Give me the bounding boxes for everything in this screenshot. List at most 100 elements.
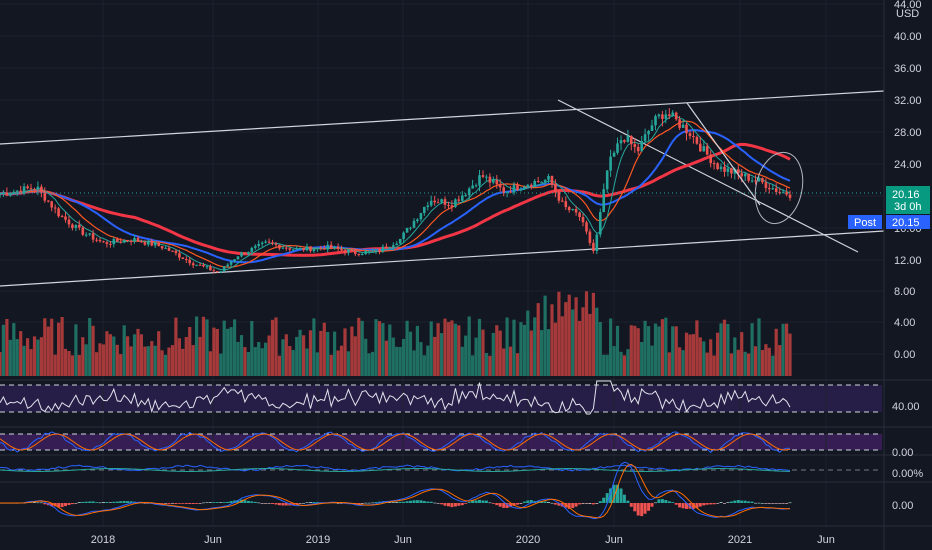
- macd-hist-bar-161: [553, 503, 557, 505]
- macd-hist-bar-80: [274, 503, 278, 505]
- volume-bar-187: [643, 320, 647, 376]
- macd-hist-bar-139: [478, 499, 481, 503]
- candle-body-207: [712, 163, 716, 165]
- candle-body-24: [81, 227, 85, 235]
- macd-hist-bar-12: [39, 502, 43, 504]
- candle-body-190: [654, 116, 657, 126]
- macd-hist-bar-72: [246, 500, 250, 503]
- candle-body-184: [633, 144, 637, 147]
- macd-hist-bar-82: [281, 503, 285, 506]
- candle-body-117: [402, 232, 405, 239]
- macd-hist-bar-122: [419, 500, 423, 503]
- macd-hist-bar-153: [526, 500, 530, 503]
- volume-bar-24: [81, 337, 85, 376]
- time-axis[interactable]: 2018 Jun 2019 Jun 2020 Jun 2021 Jun: [91, 534, 835, 546]
- volume-bar-215: [740, 332, 744, 376]
- candle-body-48: [164, 247, 167, 249]
- candle-body-164: [564, 201, 568, 208]
- volume-bar-101: [346, 351, 350, 376]
- candle-body-100: [343, 250, 347, 253]
- candle-body-73: [250, 247, 254, 252]
- candle-body-188: [647, 131, 650, 135]
- candle-body-57: [195, 264, 198, 266]
- macd-hist-bar-48: [164, 503, 168, 504]
- candle-body-129: [443, 199, 447, 205]
- candle-body-157: [540, 181, 543, 183]
- candle-body-88: [302, 248, 305, 251]
- candle-body-175: [602, 189, 605, 213]
- macd-hist-bar-56: [191, 503, 195, 504]
- volume-bar-97: [333, 331, 337, 376]
- time-tick-4: 2020: [516, 534, 540, 546]
- volume-bar-210: [722, 319, 727, 376]
- volume-bar-181: [622, 355, 626, 376]
- volume-bar-42: [143, 346, 147, 376]
- candle-body-228: [785, 192, 788, 195]
- candle-body-169: [581, 217, 585, 223]
- macd-hist-bar-206: [709, 503, 713, 505]
- macd-hist-bar-218: [750, 501, 754, 503]
- macd-hist-bar-149: [512, 503, 516, 506]
- trend-channel: [0, 90, 885, 287]
- candle-body-171: [588, 231, 592, 243]
- candlesticks: [0, 108, 792, 274]
- volume-bar-17: [57, 322, 61, 376]
- candle-body-108: [371, 250, 374, 252]
- candle-body-151: [519, 189, 523, 191]
- volume-bar-130: [446, 322, 451, 376]
- macd-hist-bar-118: [405, 501, 409, 503]
- macd-hist-bar-107: [367, 502, 371, 504]
- volume-bar-82: [281, 339, 285, 376]
- volume-bar-65: [222, 320, 226, 376]
- volume-bar-4: [12, 323, 16, 376]
- macd-hist-bar-25: [84, 501, 88, 503]
- macd-hist-bar-18: [60, 503, 64, 508]
- candle-body-84: [288, 248, 292, 250]
- candle-body-150: [516, 184, 519, 191]
- macd-hist-bar-135: [464, 503, 468, 504]
- volume-bar-134: [460, 346, 464, 376]
- macd-hist-bar-213: [733, 500, 737, 503]
- volume-bar-202: [695, 320, 699, 376]
- candle-body-158: [543, 179, 547, 182]
- highlight-ellipse: [754, 151, 804, 225]
- macd-hist-bar-136: [467, 502, 471, 503]
- volume-bar-166: [571, 309, 575, 376]
- macd-hist-bar-53: [181, 503, 185, 504]
- candle-body-54: [185, 259, 188, 260]
- macd-hist-bar-128: [440, 503, 444, 505]
- volume-bar-106: [364, 338, 368, 376]
- volume-bar-161: [553, 322, 557, 376]
- candle-body-69: [236, 256, 240, 260]
- candle-body-152: [523, 186, 526, 189]
- price-tick-44.00: 44.00: [894, 0, 922, 11]
- candle-body-127: [436, 202, 440, 204]
- candle-body-21: [71, 224, 74, 228]
- candle-body-45: [153, 242, 157, 246]
- volume-bar-190: [653, 323, 658, 376]
- price-tick-12.00: 12.00: [894, 255, 922, 267]
- candle-body-66: [226, 264, 229, 267]
- macd-hist-bar-210: [723, 503, 726, 504]
- post-market-label: Post: [854, 217, 876, 229]
- candle-body-180: [619, 140, 623, 144]
- candle-body-225: [774, 188, 778, 192]
- stoch-k-line: [0, 431, 791, 454]
- candle-body-16: [53, 207, 57, 209]
- candle-body-167: [574, 209, 578, 213]
- candle-body-178: [612, 152, 616, 157]
- macd-hist-bar-167: [574, 503, 578, 507]
- volume-bar-125: [429, 321, 433, 376]
- macd-hist-bar-191: [657, 499, 661, 503]
- macd-hist-bar-209: [719, 502, 723, 503]
- macd-hist-bar-27: [91, 501, 95, 503]
- macd-hist-bar-130: [447, 503, 450, 507]
- volume-bar-49: [167, 347, 171, 376]
- volume-bar-58: [198, 336, 202, 376]
- price-axis[interactable]: 44.0040.0036.0032.0028.0024.0020.0016.00…: [892, 0, 923, 512]
- macd-hist-bar-121: [415, 500, 419, 503]
- candle-body-81: [278, 244, 281, 249]
- volume-bar-14: [46, 326, 50, 376]
- macd-hist-bar-63: [215, 502, 219, 503]
